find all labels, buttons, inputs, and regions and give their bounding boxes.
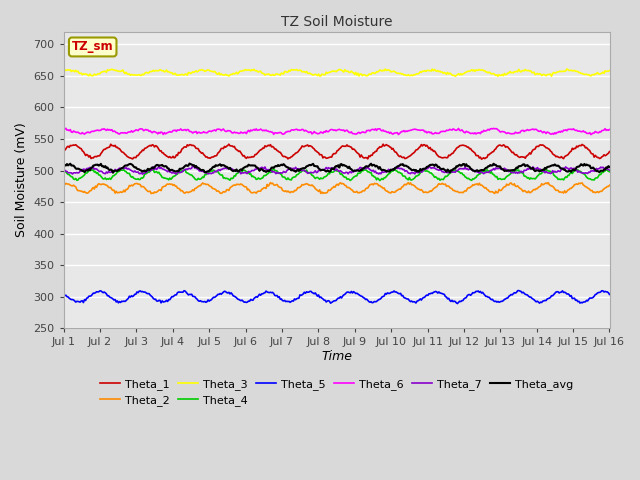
Theta_7	[173, 171, 180, 177]
Theta_3	[323, 69, 330, 75]
Line: Theta_avg: Theta_avg	[64, 164, 609, 173]
Theta_2	[356, 189, 364, 195]
Theta_4	[320, 174, 328, 180]
Theta_1	[477, 156, 485, 162]
Theta_1	[605, 149, 613, 155]
Line: Theta_4: Theta_4	[64, 169, 609, 180]
Theta_7	[357, 165, 365, 171]
Theta_7	[189, 163, 196, 168]
Theta_2	[508, 181, 516, 187]
Theta_7	[387, 167, 395, 173]
Theta_1	[323, 155, 331, 161]
Theta_1	[386, 144, 394, 150]
Theta_7	[321, 166, 329, 172]
Line: Theta_6: Theta_6	[64, 128, 609, 134]
Theta_avg	[509, 167, 517, 173]
Theta_6	[605, 127, 613, 132]
Theta_6	[356, 131, 364, 136]
Line: Theta_5: Theta_5	[64, 290, 609, 303]
Theta_5	[454, 300, 461, 306]
Theta_avg	[605, 164, 613, 170]
Theta_5	[515, 288, 522, 293]
Theta_2	[320, 190, 328, 195]
Theta_5	[323, 299, 330, 305]
X-axis label: Time: Time	[321, 350, 352, 363]
Theta_1	[60, 147, 68, 153]
Theta_avg	[595, 169, 602, 175]
Theta_6	[508, 131, 516, 137]
Theta_4	[595, 173, 602, 179]
Theta_2	[323, 190, 331, 195]
Theta_2	[605, 182, 613, 188]
Theta_3	[385, 67, 392, 73]
Y-axis label: Soil Moisture (mV): Soil Moisture (mV)	[15, 122, 28, 237]
Theta_avg	[324, 168, 332, 174]
Theta_4	[60, 168, 68, 174]
Theta_5	[385, 290, 392, 296]
Theta_7	[595, 166, 602, 172]
Theta_avg	[60, 163, 68, 169]
Theta_7	[60, 166, 68, 172]
Theta_2	[386, 190, 394, 195]
Theta_2	[60, 182, 68, 188]
Theta_6	[323, 129, 331, 134]
Theta_5	[508, 292, 516, 298]
Title: TZ Soil Moisture: TZ Soil Moisture	[281, 15, 392, 29]
Legend: Theta_1, Theta_2, Theta_3, Theta_4, Theta_5, Theta_6, Theta_7, Theta_avg: Theta_1, Theta_2, Theta_3, Theta_4, Thet…	[100, 379, 573, 406]
Theta_3	[355, 73, 363, 79]
Theta_7	[605, 167, 613, 173]
Theta_5	[355, 292, 363, 298]
Theta_3	[319, 72, 327, 77]
Theta_avg	[186, 161, 193, 167]
Theta_1	[225, 141, 233, 147]
Theta_1	[356, 154, 364, 160]
Theta_3	[595, 71, 602, 77]
Theta_4	[323, 172, 331, 178]
Line: Theta_7: Theta_7	[64, 166, 609, 174]
Theta_5	[319, 296, 327, 302]
Theta_2	[595, 190, 602, 195]
Theta_6	[386, 131, 394, 136]
Theta_3	[60, 67, 68, 73]
Theta_4	[270, 166, 278, 172]
Line: Theta_2: Theta_2	[64, 182, 609, 193]
Theta_1	[320, 154, 328, 160]
Theta_avg	[387, 167, 395, 172]
Theta_6	[320, 129, 328, 134]
Theta_3	[494, 73, 502, 79]
Theta_2	[545, 180, 552, 185]
Theta_5	[605, 291, 613, 297]
Theta_4	[376, 178, 383, 183]
Theta_7	[324, 165, 332, 170]
Text: TZ_sm: TZ_sm	[72, 40, 113, 53]
Theta_6	[60, 128, 68, 133]
Theta_6	[595, 130, 602, 136]
Theta_6	[587, 132, 595, 137]
Theta_5	[595, 289, 602, 295]
Theta_6	[62, 125, 70, 131]
Theta_4	[356, 170, 364, 176]
Theta_4	[509, 170, 517, 176]
Theta_3	[605, 68, 613, 73]
Theta_1	[509, 149, 517, 155]
Line: Theta_3: Theta_3	[64, 69, 609, 76]
Theta_avg	[321, 168, 329, 174]
Theta_avg	[109, 170, 116, 176]
Theta_5	[60, 292, 68, 298]
Theta_3	[508, 70, 516, 75]
Theta_3	[563, 66, 571, 72]
Theta_7	[509, 169, 517, 175]
Theta_4	[387, 169, 395, 175]
Line: Theta_1: Theta_1	[64, 144, 609, 159]
Theta_1	[595, 155, 602, 160]
Theta_avg	[357, 167, 365, 172]
Theta_4	[605, 169, 613, 175]
Theta_2	[147, 191, 155, 196]
